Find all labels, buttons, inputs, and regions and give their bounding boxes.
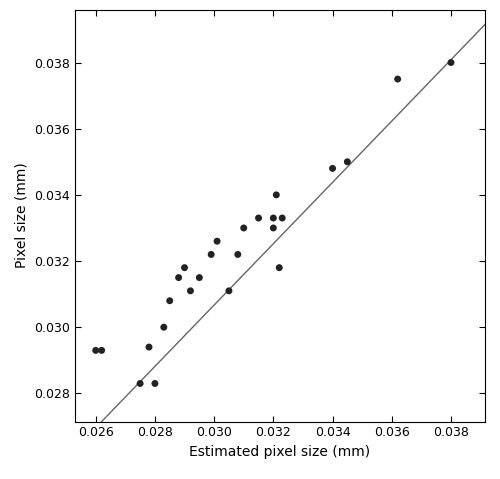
Point xyxy=(207,251,215,258)
Point xyxy=(145,343,153,351)
Point xyxy=(234,251,242,258)
Point xyxy=(213,238,221,245)
Point xyxy=(344,158,351,166)
Point xyxy=(136,380,144,388)
Point xyxy=(151,380,159,388)
Point xyxy=(225,287,233,295)
Point xyxy=(276,264,283,272)
X-axis label: Estimated pixel size (mm): Estimated pixel size (mm) xyxy=(190,445,370,459)
Point xyxy=(394,75,402,83)
Point xyxy=(92,346,100,354)
Point xyxy=(166,297,173,305)
Point xyxy=(328,165,336,172)
Point xyxy=(278,214,286,222)
Point xyxy=(98,346,106,354)
Point xyxy=(174,274,182,282)
Point xyxy=(270,214,278,222)
Point xyxy=(240,224,248,232)
Y-axis label: Pixel size (mm): Pixel size (mm) xyxy=(14,163,28,268)
Point xyxy=(180,264,188,272)
Point xyxy=(160,323,168,331)
Point xyxy=(186,287,194,295)
Point xyxy=(447,59,455,67)
Point xyxy=(284,439,292,447)
Point xyxy=(270,224,278,232)
Point xyxy=(254,214,262,222)
Point xyxy=(272,191,280,199)
Point xyxy=(196,274,203,282)
